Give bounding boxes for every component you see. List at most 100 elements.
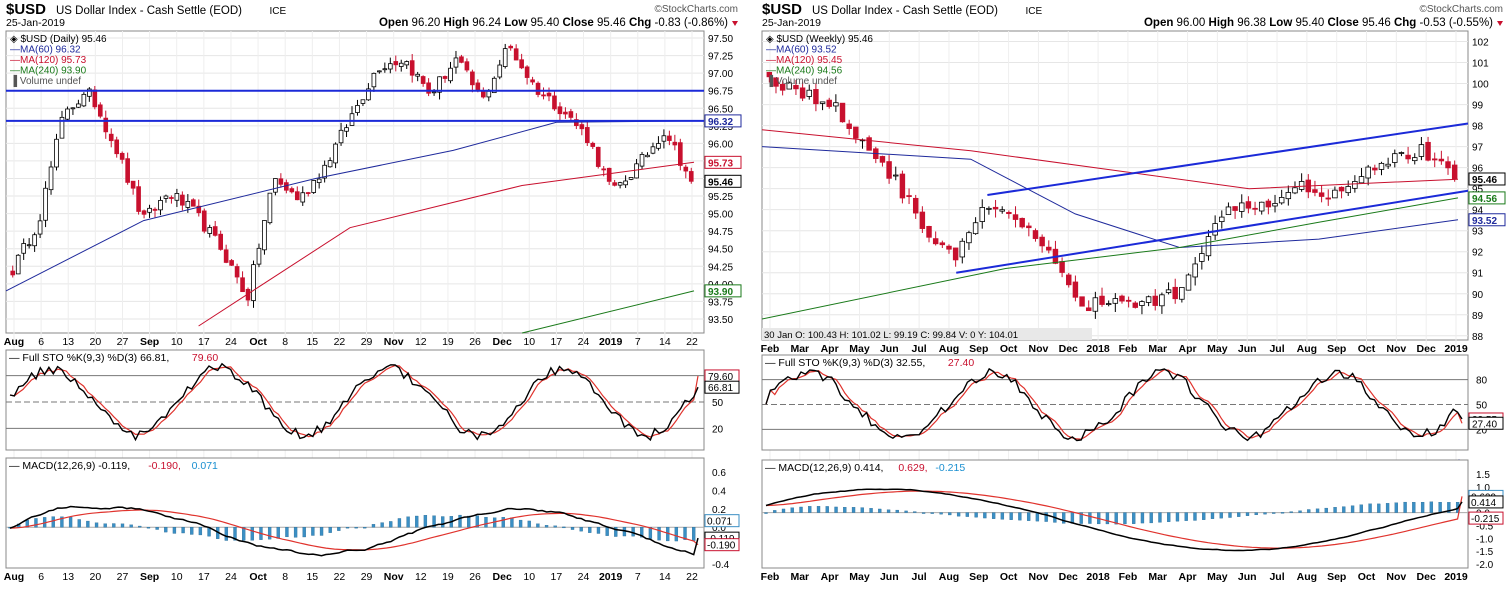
candle-body bbox=[420, 76, 426, 84]
candle-body bbox=[333, 143, 338, 164]
price-tick-label: 94.50 bbox=[708, 245, 733, 256]
macd-histogram-bar bbox=[1149, 512, 1153, 524]
legend-entry: —MA(120) 95.73 bbox=[10, 55, 87, 66]
legend-entry: ◈ $USD (Daily) 95.46 bbox=[10, 34, 107, 45]
candle-body bbox=[1272, 203, 1278, 207]
candle-body bbox=[1252, 207, 1258, 210]
x-axis-label-bottom: 12 bbox=[415, 571, 427, 583]
macd-histogram-bar bbox=[790, 507, 794, 513]
macd-histogram-bar bbox=[692, 527, 696, 541]
candle-body bbox=[1385, 163, 1391, 167]
macd-histogram-bar bbox=[860, 507, 864, 513]
macd-signal-line bbox=[765, 490, 1463, 549]
candle-body bbox=[431, 91, 437, 94]
price-tag-value: 94.56 bbox=[1472, 194, 1497, 205]
x-axis-label-bottom: 24 bbox=[578, 571, 590, 583]
candle-body bbox=[1212, 223, 1218, 236]
candle-body bbox=[1039, 236, 1045, 247]
x-axis-label: 6 bbox=[38, 336, 44, 348]
macd-histogram-bar bbox=[345, 527, 350, 529]
candle-body bbox=[623, 180, 628, 186]
candle-body bbox=[152, 208, 158, 211]
price-tick-label: 97 bbox=[1472, 143, 1484, 154]
candle-body bbox=[108, 133, 114, 142]
candle-body bbox=[240, 277, 245, 293]
candle-body bbox=[793, 85, 799, 90]
candle-body bbox=[136, 186, 141, 212]
macd-histogram-bar bbox=[1035, 512, 1040, 522]
sto-tick-label: 50 bbox=[1476, 401, 1488, 412]
macd-histogram-bar bbox=[1403, 501, 1407, 513]
sto-d-value: 79.60 bbox=[192, 352, 218, 364]
macd-histogram-bar bbox=[103, 523, 107, 528]
macd-histogram-bar bbox=[808, 506, 812, 513]
candle-body bbox=[387, 63, 393, 70]
x-axis-label-bottom: 6 bbox=[38, 571, 44, 583]
macd-histogram-bar bbox=[956, 512, 961, 517]
macd-histogram-bar bbox=[965, 512, 970, 517]
legend-entry: ▐ Volume undef bbox=[10, 74, 81, 88]
macd-histogram-bar bbox=[311, 527, 315, 536]
macd-histogram-bar bbox=[764, 512, 768, 514]
macd-histogram-bar bbox=[224, 527, 229, 541]
x-axis-label: Aug bbox=[4, 336, 24, 348]
macd-histogram-bar bbox=[129, 524, 133, 528]
macd-histogram-bar bbox=[94, 522, 99, 528]
macd-histogram-bar bbox=[181, 527, 185, 534]
price-tag-box bbox=[704, 174, 742, 188]
candle-body bbox=[1378, 162, 1385, 170]
x-axis-label-bottom: 2019 bbox=[1444, 571, 1468, 583]
macd-histogram-bar bbox=[1228, 512, 1232, 518]
macd-histogram-bar bbox=[1210, 512, 1215, 519]
candle-body bbox=[946, 245, 952, 250]
macd-histogram-bar bbox=[250, 527, 254, 541]
candle-body bbox=[1418, 144, 1425, 157]
price-tick-label: 89 bbox=[1472, 311, 1484, 322]
candle-body bbox=[32, 234, 37, 247]
x-axis-label: 2019 bbox=[599, 336, 623, 348]
macd-tick-label: 0.0 bbox=[712, 523, 726, 534]
candle-body bbox=[530, 79, 535, 83]
info-bar-bg bbox=[762, 328, 1092, 340]
candle-body bbox=[1112, 298, 1119, 304]
x-axis-label: Nov bbox=[384, 336, 404, 348]
candle-body bbox=[1066, 274, 1072, 286]
candle-body bbox=[1026, 225, 1032, 229]
macd-histogram-bar bbox=[1123, 512, 1127, 525]
macd-histogram-bar bbox=[389, 521, 393, 528]
macd-histogram-bar bbox=[1324, 507, 1328, 513]
candle-body bbox=[1152, 295, 1158, 306]
x-axis-label-bottom: Feb bbox=[1119, 571, 1138, 583]
candle-body bbox=[81, 93, 87, 107]
price-tick-label: 98 bbox=[1472, 122, 1484, 133]
macd-histogram-bar bbox=[501, 517, 505, 528]
candle-body bbox=[1298, 181, 1305, 190]
candle-body bbox=[371, 72, 377, 88]
macd-histogram-bar bbox=[1272, 512, 1276, 514]
x-axis-label: Oct bbox=[249, 336, 267, 348]
candle-body bbox=[393, 61, 399, 66]
price-tick-label: 93.75 bbox=[708, 297, 733, 308]
candle-body bbox=[1139, 301, 1145, 306]
candle-body bbox=[201, 210, 207, 232]
candle-body bbox=[799, 87, 806, 99]
x-axis-label: Aug bbox=[939, 343, 959, 355]
macd-histogram-bar bbox=[1377, 503, 1381, 513]
x-axis-label: 29 bbox=[361, 336, 373, 348]
candle-body bbox=[294, 191, 300, 201]
macd-histogram-bar bbox=[570, 527, 575, 530]
x-axis-label-bottom: Nov bbox=[1386, 571, 1406, 583]
price-tag-value: 95.46 bbox=[708, 177, 733, 188]
candle-body bbox=[1192, 263, 1198, 278]
macd-histogram-bar bbox=[302, 527, 306, 538]
macd-histogram-bar bbox=[1175, 512, 1180, 522]
candle-body bbox=[1265, 200, 1272, 208]
x-axis-label-bottom: 2018 bbox=[1086, 571, 1110, 583]
candle-body bbox=[502, 48, 508, 67]
x-axis-label-bottom: 26 bbox=[469, 571, 481, 583]
ohlc-value: -0.83 (-0.86%) bbox=[651, 17, 728, 29]
price-tick-label: 96.75 bbox=[708, 87, 733, 98]
macd-panel-frame bbox=[5, 457, 705, 569]
macd-histogram-bar bbox=[441, 516, 445, 528]
sto-title: — Full STO %K(9,3) %D(3) 66.81, bbox=[9, 352, 169, 364]
